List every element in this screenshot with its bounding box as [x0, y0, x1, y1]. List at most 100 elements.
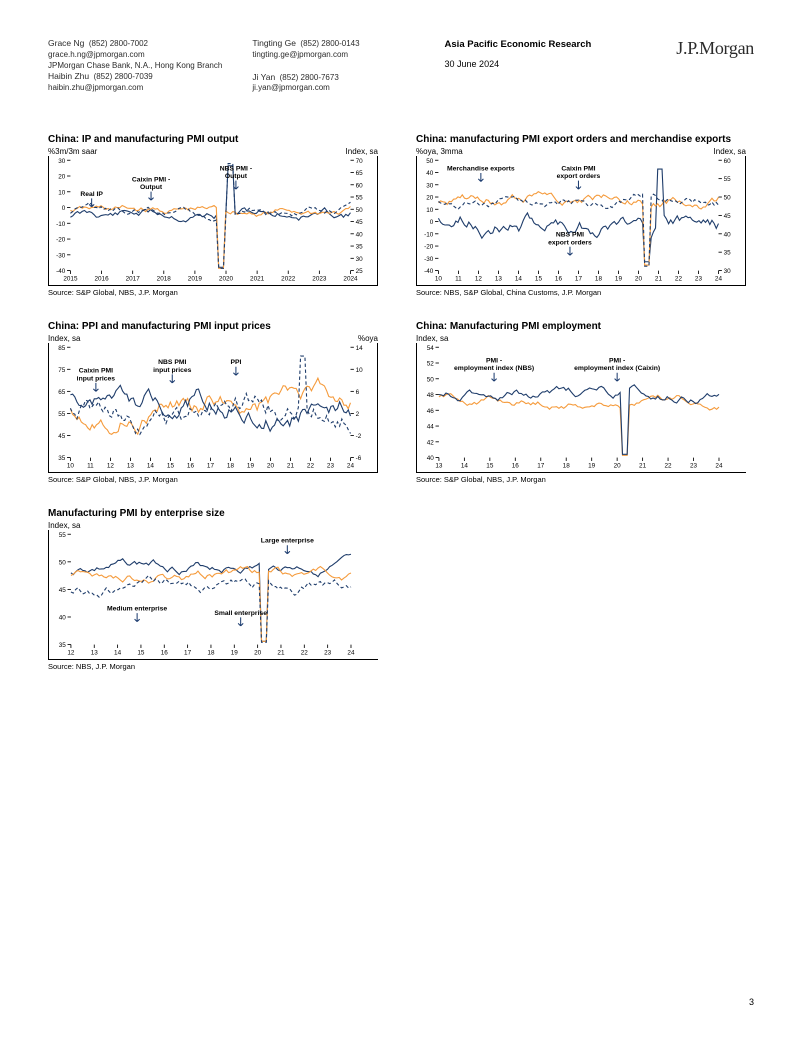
author-name: Haibin Zhu — [48, 71, 89, 81]
svg-text:Real IP: Real IP — [80, 191, 103, 198]
author-email: grace.h.ng@jpmorgan.com — [48, 50, 222, 61]
svg-text:Small enterprise: Small enterprise — [214, 610, 267, 617]
svg-text:22: 22 — [301, 650, 309, 657]
svg-text:13: 13 — [127, 463, 135, 470]
chart-pmi-export-orders: China: manufacturing PMI export orders a… — [416, 134, 746, 297]
svg-text:12: 12 — [475, 276, 483, 283]
svg-text:50: 50 — [427, 376, 435, 383]
author-phone: (852) 2800-0143 — [300, 39, 359, 48]
svg-text:65: 65 — [356, 170, 364, 177]
svg-text:2: 2 — [356, 411, 360, 418]
svg-text:14: 14 — [114, 650, 122, 657]
svg-text:16: 16 — [161, 650, 169, 657]
chart-title: China: IP and manufacturing PMI output — [48, 134, 378, 145]
chart-source: Source: NBS, S&P Global, China Customs, … — [416, 288, 746, 297]
svg-text:10: 10 — [67, 463, 75, 470]
svg-text:0: 0 — [430, 219, 434, 226]
chart-axis-labels: Index, sa — [48, 521, 378, 530]
svg-text:10: 10 — [58, 189, 66, 196]
svg-text:10: 10 — [356, 367, 364, 374]
svg-text:60: 60 — [724, 158, 732, 165]
department-name: Asia Pacific Economic Research — [445, 38, 592, 52]
svg-text:-40: -40 — [424, 268, 434, 275]
svg-text:15: 15 — [137, 650, 145, 657]
charts-grid: China: IP and manufacturing PMI output %… — [48, 134, 754, 671]
svg-text:2016: 2016 — [94, 276, 109, 283]
svg-text:24: 24 — [347, 463, 355, 470]
svg-text:18: 18 — [227, 463, 235, 470]
svg-text:10: 10 — [435, 276, 443, 283]
svg-text:40: 40 — [426, 170, 434, 177]
svg-text:24: 24 — [715, 463, 723, 470]
svg-text:18: 18 — [595, 276, 603, 283]
svg-text:22: 22 — [675, 276, 683, 283]
svg-text:45: 45 — [356, 219, 364, 226]
spacer — [252, 61, 359, 72]
left-axis-label: Index, sa — [48, 521, 80, 530]
svg-text:16: 16 — [512, 463, 520, 470]
chart-pmi-employment: China: Manufacturing PMI employment Inde… — [416, 321, 746, 484]
svg-text:24: 24 — [347, 650, 355, 657]
svg-text:0: 0 — [62, 205, 66, 212]
svg-text:55: 55 — [59, 532, 67, 539]
svg-text:85: 85 — [58, 345, 66, 352]
svg-text:30: 30 — [724, 268, 732, 275]
author-phone: (852) 2800-7002 — [89, 39, 148, 48]
chart-source: Source: S&P Global, NBS, J.P. Morgan — [416, 475, 746, 484]
chart-axis-labels: Index, sa %oya — [48, 334, 378, 343]
chart-ppi-input-prices: China: PPI and manufacturing PMI input p… — [48, 321, 378, 484]
page-number: 3 — [749, 997, 754, 1007]
svg-text:PPI: PPI — [230, 359, 241, 366]
svg-text:2022: 2022 — [281, 276, 296, 283]
svg-text:55: 55 — [58, 411, 66, 418]
svg-text:2015: 2015 — [63, 276, 78, 283]
chart-title: Manufacturing PMI by enterprise size — [48, 508, 378, 519]
svg-text:30: 30 — [356, 256, 364, 263]
authors-block: Grace Ng (852) 2800-7002 grace.h.ng@jpmo… — [48, 38, 360, 94]
svg-text:PMI -employment index (Caixin): PMI -employment index (Caixin) — [574, 358, 660, 373]
svg-text:Large enterprise: Large enterprise — [261, 538, 314, 545]
svg-text:17: 17 — [537, 463, 545, 470]
jpmorgan-logo: J.P.Morgan — [676, 38, 754, 94]
chart-title: China: PPI and manufacturing PMI input p… — [48, 321, 378, 332]
svg-text:44: 44 — [427, 424, 435, 431]
svg-text:20: 20 — [426, 195, 434, 202]
svg-text:23: 23 — [324, 650, 332, 657]
svg-text:-2: -2 — [356, 433, 362, 440]
svg-text:40: 40 — [356, 232, 364, 239]
svg-text:2024: 2024 — [343, 276, 358, 283]
svg-text:11: 11 — [455, 276, 462, 283]
author-email: tingting.ge@jpmorgan.com — [252, 50, 359, 61]
svg-text:17: 17 — [207, 463, 215, 470]
svg-text:15: 15 — [167, 463, 175, 470]
svg-text:2018: 2018 — [157, 276, 172, 283]
svg-text:Caixin PMIinput prices: Caixin PMIinput prices — [77, 368, 116, 383]
svg-text:Caixin PMI -Output: Caixin PMI -Output — [132, 177, 170, 192]
svg-text:19: 19 — [588, 463, 596, 470]
chart-source: Source: S&P Global, NBS, J.P. Morgan — [48, 475, 378, 484]
chart-axis-labels: %oya, 3mma Index, sa — [416, 147, 746, 156]
svg-text:35: 35 — [59, 642, 67, 649]
svg-text:23: 23 — [690, 463, 698, 470]
chart-ip-pmi-output: China: IP and manufacturing PMI output %… — [48, 134, 378, 297]
svg-text:35: 35 — [724, 250, 732, 257]
svg-text:21: 21 — [655, 276, 663, 283]
chart-source: Source: S&P Global, NBS, J.P. Morgan — [48, 288, 378, 297]
svg-text:30: 30 — [58, 158, 66, 165]
svg-text:45: 45 — [724, 213, 732, 220]
svg-text:Medium enterprise: Medium enterprise — [107, 606, 167, 613]
svg-text:-10: -10 — [424, 232, 434, 239]
svg-text:30: 30 — [426, 182, 434, 189]
svg-text:6: 6 — [356, 389, 360, 396]
svg-text:52: 52 — [427, 361, 435, 368]
svg-text:PMI -employment index (NBS): PMI -employment index (NBS) — [454, 358, 534, 373]
svg-text:11: 11 — [87, 463, 94, 470]
svg-text:19: 19 — [231, 650, 239, 657]
svg-text:21: 21 — [639, 463, 647, 470]
svg-text:14: 14 — [515, 276, 523, 283]
svg-text:19: 19 — [247, 463, 255, 470]
authors-col-1: Grace Ng (852) 2800-7002 grace.h.ng@jpmo… — [48, 38, 222, 94]
svg-text:23: 23 — [695, 276, 703, 283]
svg-text:2023: 2023 — [312, 276, 327, 283]
svg-text:50: 50 — [59, 560, 67, 567]
